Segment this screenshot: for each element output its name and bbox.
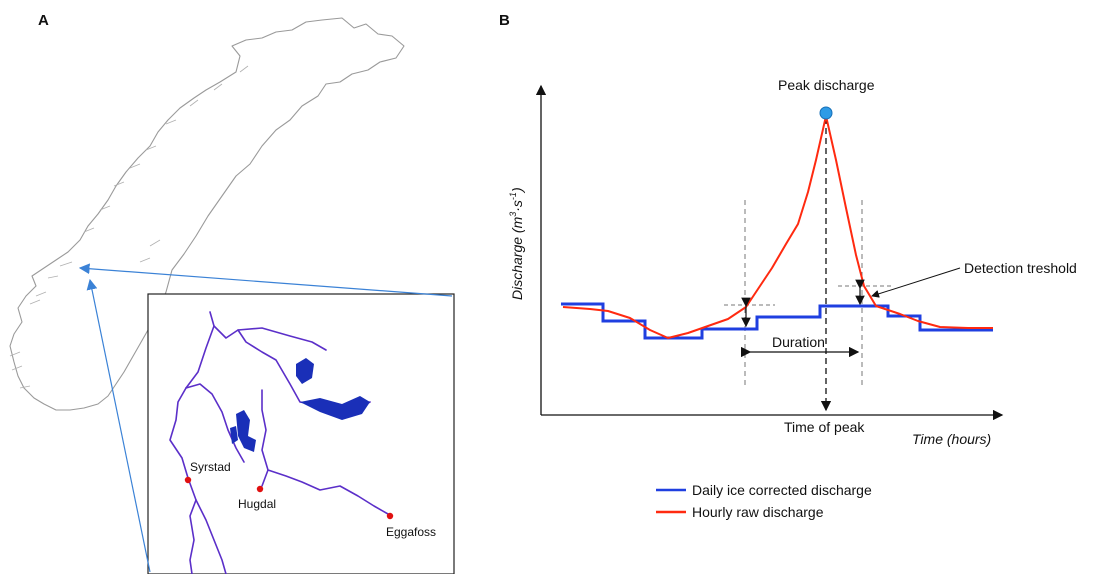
panel-a-map: Syrstad Hugdal Eggafoss xyxy=(9,17,455,574)
duration-label: Duration xyxy=(772,334,825,350)
panel-a-letter: A xyxy=(38,12,49,29)
stations: Syrstad Hugdal Eggafoss xyxy=(184,460,436,539)
coast-detail xyxy=(9,65,249,389)
time-of-peak-label: Time of peak xyxy=(784,419,865,435)
panel-b-diagram: Discharge (m3·s-1) Time (hours) Duration… xyxy=(508,77,1077,520)
daily-discharge-series xyxy=(561,302,993,340)
station-hugdal-label: Hugdal xyxy=(238,497,276,511)
hourly-discharge-series xyxy=(562,115,993,339)
legend-daily-label: Daily ice corrected discharge xyxy=(692,482,872,498)
lakes xyxy=(230,358,370,452)
station-syrstad-marker xyxy=(184,476,192,484)
peak-label: Peak discharge xyxy=(778,77,875,93)
station-hugdal-marker xyxy=(256,485,264,493)
panel-b-letter: B xyxy=(499,12,510,29)
pointer-line-top xyxy=(78,263,453,297)
station-eggafoss-marker xyxy=(386,512,394,520)
threshold-label: Detection treshold xyxy=(964,260,1077,276)
norway-outline xyxy=(9,17,405,411)
x-axis-label: Time (hours) xyxy=(912,431,991,447)
station-eggafoss-label: Eggafoss xyxy=(386,525,436,539)
threshold-callout-line xyxy=(871,267,961,298)
peak-marker xyxy=(819,106,833,120)
legend: Daily ice corrected discharge Hourly raw… xyxy=(656,482,872,520)
legend-hourly-label: Hourly raw discharge xyxy=(692,504,824,520)
pointer-line-bottom xyxy=(86,278,151,573)
inset-box xyxy=(147,293,455,574)
y-axis-label: Discharge (m3·s-1) xyxy=(508,187,525,300)
station-syrstad-label: Syrstad xyxy=(190,460,231,474)
